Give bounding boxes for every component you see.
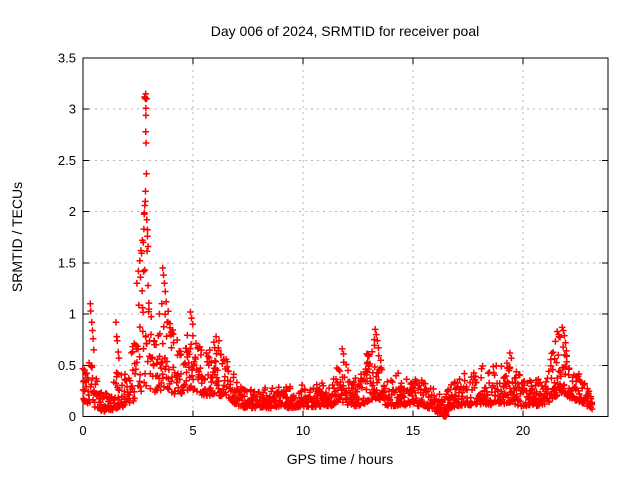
x-tick-label: 10 bbox=[296, 423, 310, 438]
y-tick-label: 2.5 bbox=[58, 153, 76, 168]
axis-ticks bbox=[82, 57, 608, 417]
x-tick-label: 15 bbox=[406, 423, 420, 438]
x-axis-label: GPS time / hours bbox=[287, 451, 394, 467]
plot-border bbox=[82, 57, 609, 417]
y-tick-label: 0.5 bbox=[58, 358, 76, 373]
x-tick-label: 20 bbox=[516, 423, 530, 438]
x-tick-label: 0 bbox=[79, 423, 86, 438]
y-tick-label: 1.5 bbox=[58, 255, 76, 270]
y-tick-label: 3.5 bbox=[58, 51, 76, 66]
y-tick-label: 0 bbox=[69, 409, 76, 424]
data-points-srmtid bbox=[79, 90, 596, 420]
x-tick-label: 5 bbox=[189, 423, 196, 438]
y-axis-label: SRMTID / TECUs bbox=[9, 182, 25, 292]
y-tick-label: 1 bbox=[69, 307, 76, 322]
chart-title: Day 006 of 2024, SRMTID for receiver poa… bbox=[211, 23, 479, 39]
tick-labels: 0 5 10 15 20 0 0.5 1 1.5 2 2.5 3 3.5 bbox=[58, 51, 530, 439]
y-tick-label: 2 bbox=[69, 204, 76, 219]
y-tick-label: 3 bbox=[69, 102, 76, 117]
